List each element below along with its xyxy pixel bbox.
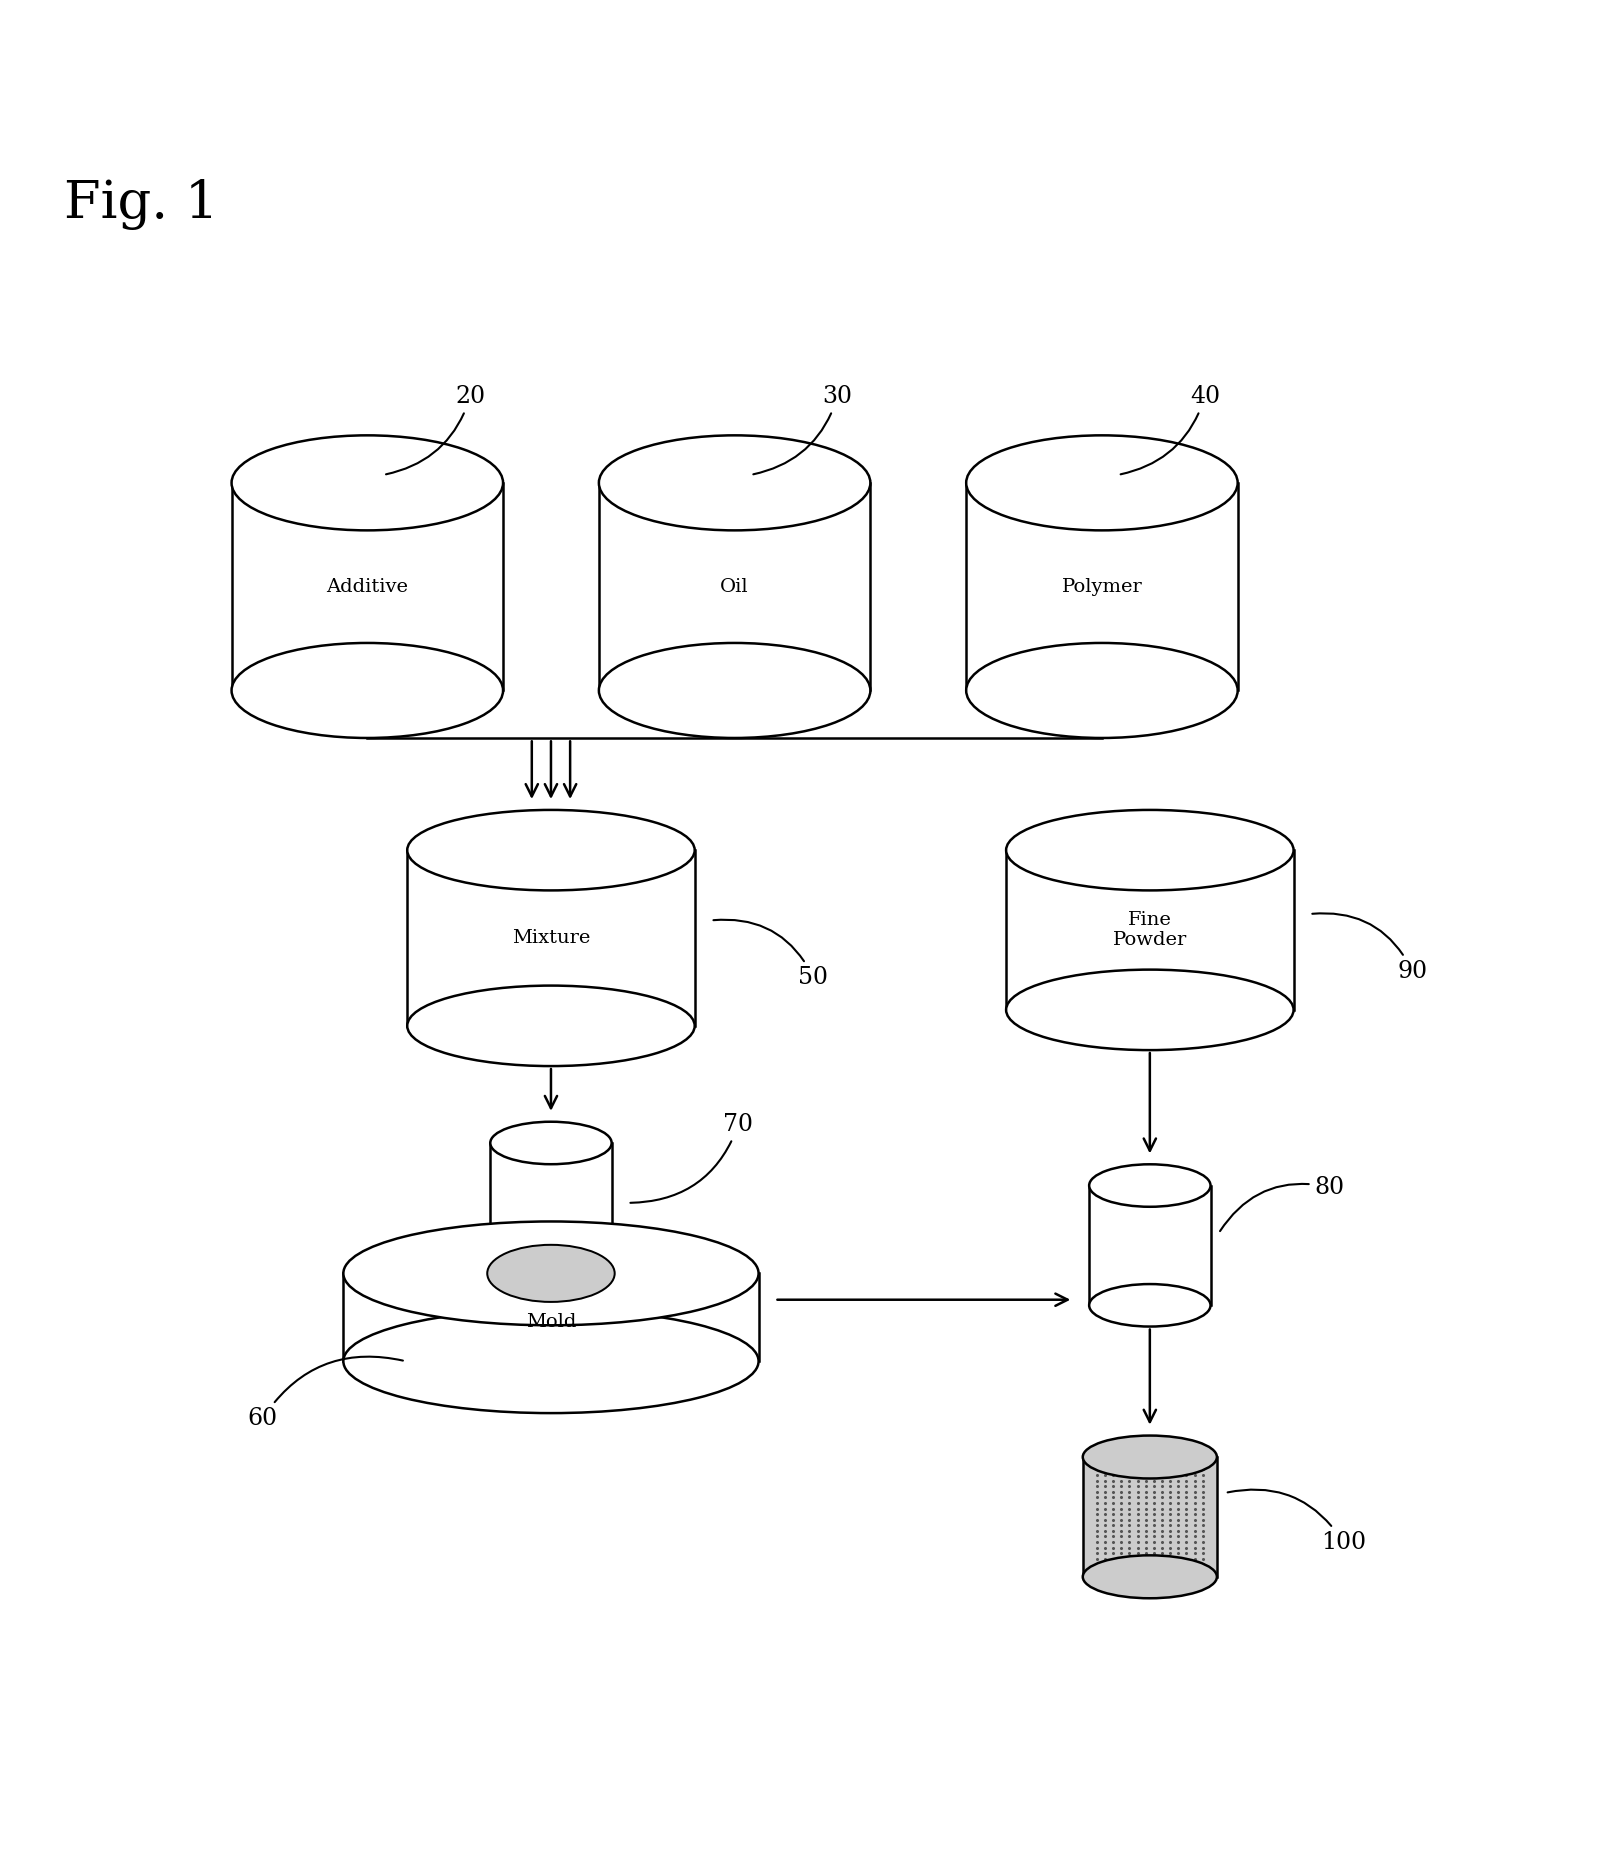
Text: Fig. 1: Fig. 1: [64, 180, 219, 231]
Text: 80: 80: [1220, 1176, 1345, 1231]
Polygon shape: [490, 1142, 612, 1263]
Text: 100: 100: [1228, 1490, 1365, 1553]
Ellipse shape: [487, 1246, 615, 1302]
Ellipse shape: [343, 1309, 759, 1413]
Polygon shape: [966, 482, 1238, 690]
Ellipse shape: [490, 1122, 612, 1165]
Text: Additive: Additive: [326, 578, 409, 597]
Ellipse shape: [1089, 1283, 1211, 1326]
Ellipse shape: [232, 435, 503, 531]
Ellipse shape: [1083, 1435, 1217, 1478]
Text: 30: 30: [754, 385, 853, 475]
Ellipse shape: [966, 435, 1238, 531]
Text: Oil: Oil: [720, 578, 749, 597]
Polygon shape: [343, 1274, 759, 1362]
Text: 70: 70: [631, 1112, 754, 1203]
Ellipse shape: [599, 643, 870, 737]
Text: 50: 50: [714, 919, 829, 989]
Polygon shape: [232, 482, 503, 690]
Polygon shape: [1089, 1186, 1211, 1306]
Text: Polymer: Polymer: [1062, 578, 1142, 597]
Ellipse shape: [343, 1221, 759, 1324]
Text: Mixture: Mixture: [511, 929, 591, 947]
Ellipse shape: [407, 985, 695, 1066]
Ellipse shape: [1089, 1165, 1211, 1206]
Ellipse shape: [1083, 1555, 1217, 1598]
Ellipse shape: [232, 643, 503, 737]
Ellipse shape: [490, 1242, 612, 1283]
Text: 60: 60: [248, 1356, 402, 1430]
Ellipse shape: [966, 643, 1238, 737]
Text: Mold: Mold: [525, 1313, 577, 1330]
Polygon shape: [407, 850, 695, 1026]
Text: 40: 40: [1121, 385, 1220, 475]
Text: 20: 20: [386, 385, 485, 475]
Text: 90: 90: [1313, 914, 1428, 983]
Polygon shape: [1083, 1458, 1217, 1578]
Ellipse shape: [1006, 970, 1294, 1051]
Polygon shape: [1006, 850, 1294, 1009]
Ellipse shape: [407, 810, 695, 891]
Ellipse shape: [1006, 810, 1294, 891]
Polygon shape: [599, 482, 870, 690]
Ellipse shape: [599, 435, 870, 531]
Text: Fine
Powder: Fine Powder: [1113, 910, 1187, 949]
